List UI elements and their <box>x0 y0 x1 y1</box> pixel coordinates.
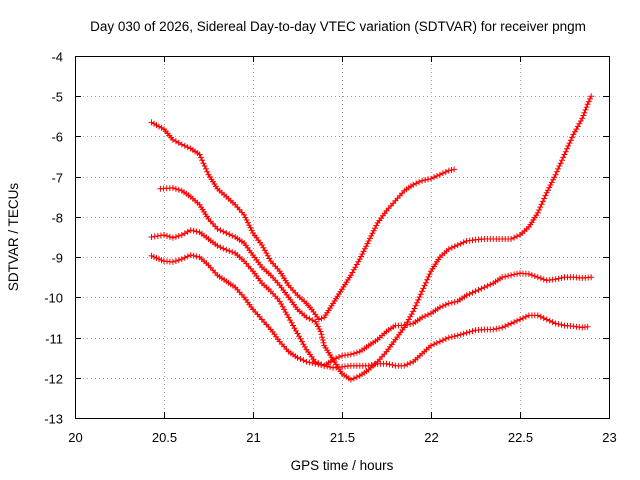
y-tick-label: -7 <box>51 171 63 186</box>
data-series-3 <box>148 227 595 369</box>
y-tick-label: -6 <box>51 130 63 145</box>
y-tick-label: -9 <box>51 251 63 266</box>
y-tick-label: -13 <box>44 412 63 427</box>
data-series-4 <box>148 252 591 371</box>
y-tick-label: -4 <box>51 50 63 65</box>
x-tick-label: 20 <box>68 430 82 445</box>
data-point-markers <box>148 252 591 371</box>
data-series-1 <box>148 119 458 323</box>
axis-ticks: 20 20.5 21 21.5 22 22.5 23 -13 -12 -11 -10 -9 -8 -7 -6… <box>44 50 617 446</box>
y-axis-label: SDTVAR / TECUs <box>6 183 21 292</box>
x-tick-label: 22.5 <box>508 430 533 445</box>
x-axis-label: GPS time / hours <box>291 458 394 473</box>
data-point-markers <box>157 93 595 383</box>
data-series-group <box>148 93 595 383</box>
x-tick-label: 21 <box>246 430 260 445</box>
x-tick-label: 23 <box>602 430 616 445</box>
data-point-markers <box>148 119 458 323</box>
x-tick-label: 21.5 <box>330 430 355 445</box>
y-tick-label: -10 <box>44 291 63 306</box>
x-tick-label: 22 <box>424 430 438 445</box>
y-tick-label: -5 <box>51 90 63 105</box>
y-tick-label: -8 <box>51 211 63 226</box>
y-tick-label: -12 <box>44 372 63 387</box>
series-line <box>151 254 588 369</box>
y-tick-label: -11 <box>45 332 63 347</box>
x-tick-label: 20.5 <box>152 430 177 445</box>
series-line <box>160 95 592 381</box>
grid <box>75 56 609 418</box>
chart-title: Day 030 of 2026, Sidereal Day-to-day VTE… <box>90 19 586 34</box>
data-point-markers <box>148 227 595 369</box>
